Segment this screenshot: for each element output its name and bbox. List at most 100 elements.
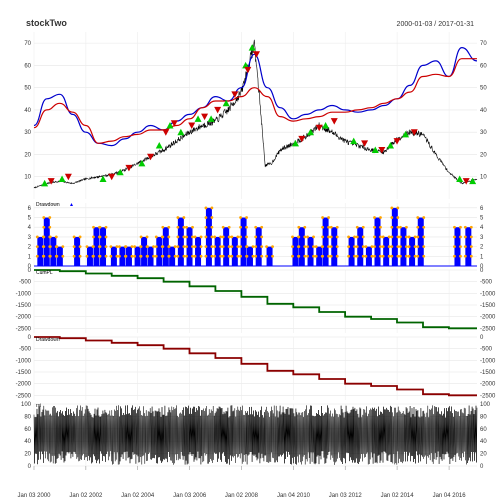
y-tick-label-left-cumpl: -1500: [16, 303, 32, 309]
position-marker: [396, 206, 400, 210]
position-marker: [221, 235, 225, 239]
position-marker: [396, 235, 400, 239]
x-axis: Jan 03 2000 Jan 02 2002 Jan 02 2004 Jan 03 …: [17, 466, 466, 499]
y-tick-label-right-positions: 3: [480, 235, 484, 241]
position-marker: [361, 225, 365, 229]
sell-signal-marker: [252, 51, 260, 58]
position-marker: [387, 235, 391, 239]
position-marker: [381, 235, 385, 239]
position-marker: [167, 245, 171, 249]
buy-signal-marker: [456, 175, 464, 182]
position-marker: [361, 254, 365, 258]
position-marker: [271, 254, 274, 258]
position-marker: [176, 254, 180, 258]
position-marker: [213, 254, 217, 258]
sell-signal-marker: [361, 140, 369, 147]
position-marker: [321, 225, 324, 229]
position-marker: [239, 254, 242, 258]
position-marker: [422, 235, 426, 239]
position-marker: [199, 254, 203, 258]
position-marker: [265, 245, 268, 249]
x-tick-label: Jan 03 2000: [17, 493, 51, 499]
position-marker: [204, 245, 208, 249]
position-bar: [322, 217, 329, 266]
position-marker: [327, 254, 330, 258]
position-marker: [239, 235, 242, 239]
position-marker: [210, 225, 214, 229]
buy-signal-marker: [166, 122, 174, 129]
position-marker: [453, 254, 456, 258]
slow-ma-line: [33, 58, 477, 144]
position-marker: [314, 245, 318, 249]
buy-signal-marker: [58, 175, 66, 182]
position-marker: [405, 245, 408, 249]
position-bar: [205, 207, 212, 266]
position-marker: [104, 254, 108, 258]
position-marker: [213, 245, 217, 249]
position-marker: [335, 235, 339, 239]
panel-positions: 0 0 1 1 2 2 3 3 4 4 5 5 6 6 Drawdown: [28, 202, 484, 270]
position-marker: [329, 235, 333, 239]
position-bar: [56, 246, 63, 266]
y-tick-label-right-rsi: 80: [480, 414, 487, 420]
position-marker: [154, 235, 158, 239]
position-marker: [312, 245, 315, 249]
y-tick-label-right-rsi: 0: [480, 464, 484, 470]
position-marker: [416, 225, 420, 229]
position-marker: [191, 254, 194, 258]
position-bar: [331, 227, 338, 266]
position-marker: [314, 254, 318, 258]
position-marker: [329, 225, 333, 229]
position-marker: [422, 254, 426, 258]
position-marker: [161, 245, 165, 249]
position-marker: [48, 225, 52, 229]
position-marker: [42, 235, 46, 239]
position-marker: [236, 235, 240, 239]
position-marker: [193, 235, 197, 239]
position-marker: [335, 254, 339, 258]
position-marker: [347, 245, 350, 249]
position-marker: [254, 225, 258, 229]
position-marker: [55, 254, 59, 258]
buy-signal-marker: [242, 61, 250, 69]
position-marker: [173, 254, 177, 258]
y-tick-label-right-drawdown: -1500: [480, 370, 496, 376]
buy-signal-marker: [402, 130, 410, 138]
date-range: 2000-01-03 / 2017-01-31: [397, 21, 475, 28]
position-marker: [161, 225, 165, 229]
position-marker: [260, 225, 264, 229]
position-marker: [61, 254, 65, 258]
position-marker: [469, 225, 473, 229]
position-marker: [139, 245, 143, 249]
position-marker: [312, 235, 315, 239]
buy-signal-marker: [469, 177, 477, 185]
position-marker: [167, 254, 171, 258]
y-tick-label-right-cumpl: 0: [480, 268, 484, 274]
position-marker: [161, 235, 165, 239]
y-tick-label-left-cumpl: -2500: [16, 326, 32, 332]
y-tick-label-right-drawdown: -500: [480, 347, 493, 353]
position-marker: [48, 254, 52, 258]
position-marker: [260, 245, 264, 249]
position-marker: [347, 235, 350, 239]
position-marker: [118, 254, 121, 258]
position-marker: [236, 254, 240, 258]
position-marker: [161, 254, 165, 258]
position-marker: [152, 245, 155, 249]
y-tick-label-left-rsi: 0: [28, 464, 32, 470]
sell-signal-marker: [201, 113, 209, 121]
cumpl-label: CumPL: [36, 270, 53, 276]
position-marker: [373, 245, 376, 249]
position-marker: [361, 245, 365, 249]
position-marker: [291, 235, 294, 239]
position-marker: [459, 235, 462, 239]
position-marker: [42, 216, 46, 219]
position-marker: [361, 235, 365, 239]
position-marker: [329, 245, 333, 249]
buy-signal-marker: [248, 44, 256, 51]
position-marker: [104, 225, 108, 229]
x-tick-label: Jan 02 2008: [225, 493, 259, 499]
y-tick-label-left-drawdown: 0: [28, 335, 32, 341]
position-marker: [407, 245, 411, 249]
position-marker: [245, 225, 248, 229]
